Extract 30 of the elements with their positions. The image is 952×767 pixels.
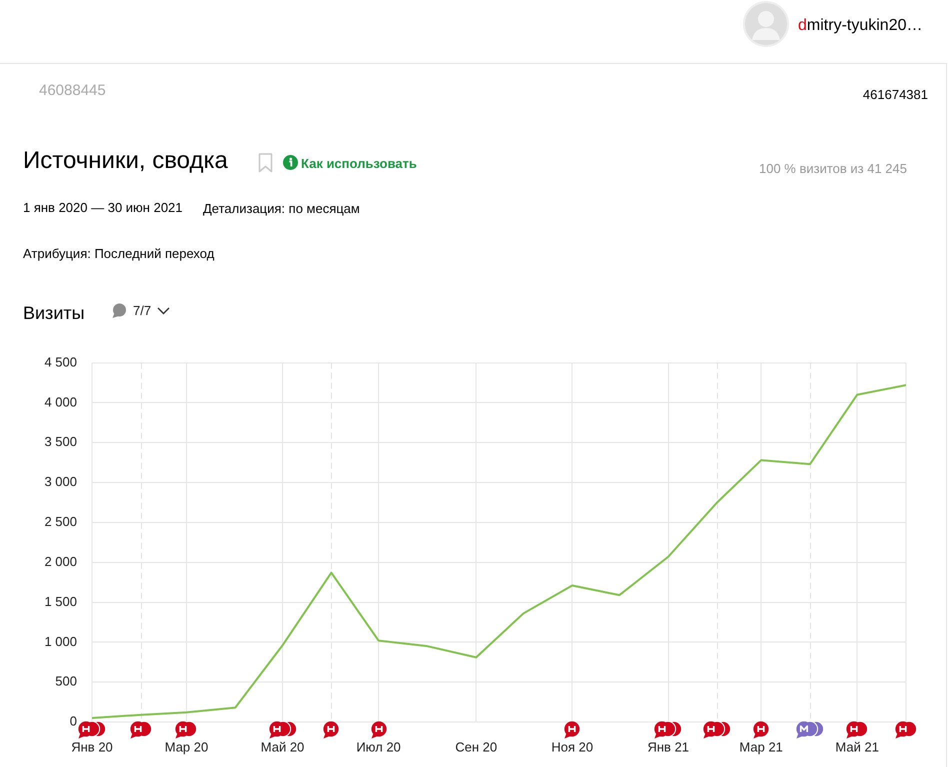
x-tick-label: Сен 20	[455, 739, 498, 754]
y-tick-label: 3 500	[44, 434, 77, 450]
y-tick-label: 4 500	[44, 354, 77, 370]
y-tick-label: 0	[70, 714, 77, 729]
y-tick-label: 4 000	[44, 394, 77, 410]
x-tick-label: Мар 21	[739, 739, 783, 754]
text: 7/7	[133, 302, 152, 320]
x-tick-label: Май 20	[260, 739, 304, 754]
text: 100 % визитов из 41 245	[758, 160, 907, 178]
y-tick-label: 2 500	[44, 514, 77, 530]
chart-title: Источники, сводка	[23, 146, 228, 176]
x-tick-label: Янв 20	[71, 739, 113, 754]
text: dmitry-tyukin20…	[798, 17, 922, 35]
text: Атрибуция: Последний переход	[23, 245, 214, 263]
x-tick-label: Мар 20	[164, 739, 208, 754]
y-axis-title: Визиты	[23, 302, 85, 324]
y-tick-label: 2 000	[44, 554, 77, 569]
text: 461674381	[862, 86, 928, 104]
chart-subtitle: 1 янв 2020 — 30 июн 2021	[23, 200, 183, 216]
text: Как использовать	[301, 155, 417, 173]
x-tick-label: Ноя 20	[551, 739, 594, 754]
y-tick-label: 3 000	[44, 474, 77, 490]
y-tick-label: 500	[55, 674, 77, 689]
y-tick-label: 1 500	[44, 594, 77, 609]
x-tick-label: Янв 21	[647, 739, 690, 754]
text: Детализация: по месяцам	[203, 200, 360, 218]
text: 46088445	[39, 82, 106, 100]
y-tick-label: 1 000	[44, 634, 77, 649]
x-tick-label: Май 21	[835, 739, 879, 754]
x-tick-label: Июл 20	[356, 739, 401, 754]
